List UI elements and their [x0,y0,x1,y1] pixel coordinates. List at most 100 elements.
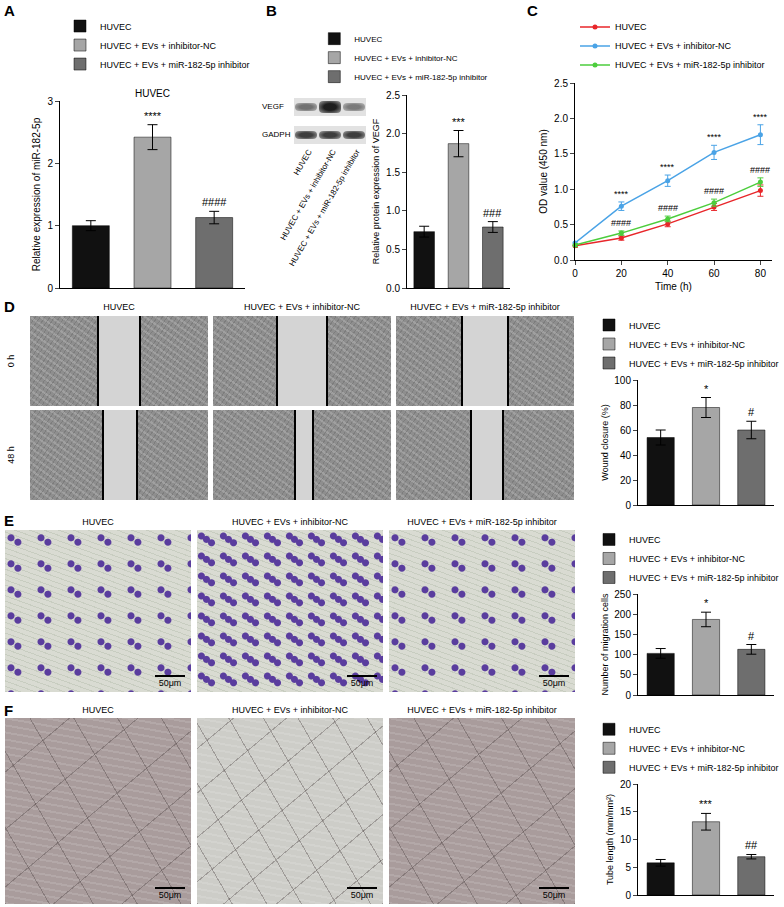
html-text:HUVEC: HUVEC [103,302,135,312]
svg-text:60: 60 [620,425,632,436]
svg-text:80: 80 [755,268,767,279]
html-text:50μm: 50μm [350,678,374,688]
svg-text:****: **** [707,132,722,142]
svg-text:HUVEC + EVs + miR-182-5p inhib: HUVEC + EVs + miR-182-5p inhibitor [615,60,765,70]
svg-text:1.0: 1.0 [554,184,568,195]
svg-text:HUVEC + EVs + miR-182-5p inhib: HUVEC + EVs + miR-182-5p inhibitor [629,359,779,369]
svg-text:HUVEC: HUVEC [615,22,647,32]
svg-text:0: 0 [572,268,578,279]
svg-text:****: **** [144,110,162,122]
svg-text:****: **** [753,112,768,122]
svg-text:###: ### [483,207,502,219]
html-text:50μm: 50μm [542,678,566,688]
svg-text:Relative expression of miR-182: Relative expression of miR-182-5p [31,117,42,271]
html-text:D: D [4,298,15,315]
svg-text:20: 20 [616,268,628,279]
svg-text:####: #### [202,196,227,208]
svg-text:##: ## [745,839,758,851]
svg-text:HUVEC + EVs + inhibitor-NC: HUVEC + EVs + inhibitor-NC [354,54,457,63]
html-text:48 h: 48 h [6,446,16,464]
svg-text:HUVEC + EVs + miR-182-5p inhib: HUVEC + EVs + miR-182-5p inhibitor [629,763,779,773]
svg-text:15: 15 [620,806,632,817]
html-text:A: A [4,2,15,19]
svg-text:60: 60 [708,268,720,279]
svg-text:****: **** [660,162,675,172]
svg-text:***: *** [699,798,713,810]
svg-text:0.5: 0.5 [554,219,568,230]
html-text:HUVEC + EVs + miR-182-5p inhib: HUVEC + EVs + miR-182-5p inhibitor [287,148,362,268]
html-text:HUVEC + EVs + miR-182-5p inhib: HUVEC + EVs + miR-182-5p inhibitor [407,517,557,527]
svg-text:50: 50 [620,669,632,680]
svg-text:1.5: 1.5 [554,148,568,159]
svg-text:####: #### [750,165,770,175]
svg-text:HUVEC: HUVEC [354,35,382,44]
svg-text:Tube length (mm/mm²): Tube length (mm/mm²) [605,794,615,885]
html-text:HUVEC: HUVEC [292,148,314,177]
svg-text:####: #### [704,186,724,196]
svg-text:HUVEC + EVs + miR-182-5p inhib: HUVEC + EVs + miR-182-5p inhibitor [100,60,250,70]
svg-text:Wound closure (%): Wound closure (%) [600,404,610,480]
svg-text:40: 40 [662,268,674,279]
html-text:50μm: 50μm [158,678,182,688]
svg-text:0.5: 0.5 [386,244,400,255]
svg-text:HUVEC: HUVEC [135,88,170,99]
html-text:HUVEC: HUVEC [82,517,114,527]
html-text:HUVEC + EVs + inhibitor-NC: HUVEC + EVs + inhibitor-NC [278,148,338,242]
svg-text:2.0: 2.0 [386,128,400,139]
svg-text:1: 1 [47,220,53,231]
svg-text:2.5: 2.5 [386,90,400,101]
svg-text:Relative protein expression of: Relative protein expression of VEGF [371,118,381,264]
svg-text:2.5: 2.5 [554,78,568,89]
html-text:B: B [266,2,277,19]
svg-text:5: 5 [625,862,631,873]
html-text:HUVEC + EVs + inhibitor-NC: HUVEC + EVs + inhibitor-NC [232,517,348,527]
svg-text:80: 80 [620,400,632,411]
svg-text:*: * [704,597,709,609]
svg-text:HUVEC: HUVEC [629,725,661,735]
svg-text:****: **** [614,189,629,199]
svg-text:Number of migration cells: Number of migration cells [600,593,610,696]
html-text:HUVEC + EVs + miR-182-5p inhib: HUVEC + EVs + miR-182-5p inhibitor [410,302,560,312]
svg-text:HUVEC: HUVEC [100,22,132,32]
svg-text:0.0: 0.0 [386,283,400,294]
svg-text:HUVEC + EVs + miR-182-5p inhib: HUVEC + EVs + miR-182-5p inhibitor [629,573,779,583]
svg-text:OD value (450 nm): OD value (450 nm) [538,129,549,213]
svg-text:3: 3 [47,96,53,107]
svg-text:0.0: 0.0 [554,255,568,266]
svg-text:HUVEC + EVs + miR-182-5p inhib: HUVEC + EVs + miR-182-5p inhibitor [354,73,487,82]
svg-text:20: 20 [620,475,632,486]
svg-text:40: 40 [620,450,632,461]
svg-text:0: 0 [625,500,631,511]
svg-text:200: 200 [614,609,631,620]
svg-text:150: 150 [614,629,631,640]
svg-text:####: #### [658,203,678,213]
svg-text:0: 0 [625,890,631,901]
html-text:0 h: 0 h [6,354,16,368]
svg-text:HUVEC + EVs + inhibitor-NC: HUVEC + EVs + inhibitor-NC [615,41,732,51]
svg-text:2.0: 2.0 [554,113,568,124]
svg-text:*: * [704,383,709,395]
svg-text:#: # [748,630,755,642]
svg-text:HUVEC + EVs + inhibitor-NC: HUVEC + EVs + inhibitor-NC [629,340,746,350]
svg-text:HUVEC + EVs + inhibitor-NC: HUVEC + EVs + inhibitor-NC [629,554,746,564]
svg-text:20: 20 [620,779,632,790]
html-text:HUVEC + EVs + inhibitor-NC: HUVEC + EVs + inhibitor-NC [244,302,360,312]
svg-text:HUVEC + EVs + inhibitor-NC: HUVEC + EVs + inhibitor-NC [100,41,217,51]
svg-text:HUVEC + EVs + inhibitor-NC: HUVEC + EVs + inhibitor-NC [629,744,746,754]
svg-text:####: #### [611,218,631,228]
svg-text:100: 100 [614,375,631,386]
svg-text:***: *** [452,116,466,128]
svg-text:0: 0 [625,690,631,701]
svg-text:1.5: 1.5 [386,167,400,178]
svg-text:1.0: 1.0 [386,205,400,216]
svg-text:100: 100 [614,649,631,660]
svg-text:2: 2 [47,158,53,169]
svg-text:250: 250 [614,589,631,600]
html-text:C: C [527,2,538,19]
svg-text:HUVEC: HUVEC [629,535,661,545]
svg-text:HUVEC: HUVEC [629,321,661,331]
svg-text:10: 10 [620,834,632,845]
svg-text:0: 0 [47,283,53,294]
svg-text:#: # [748,406,755,418]
svg-text:Time (h): Time (h) [655,281,692,292]
